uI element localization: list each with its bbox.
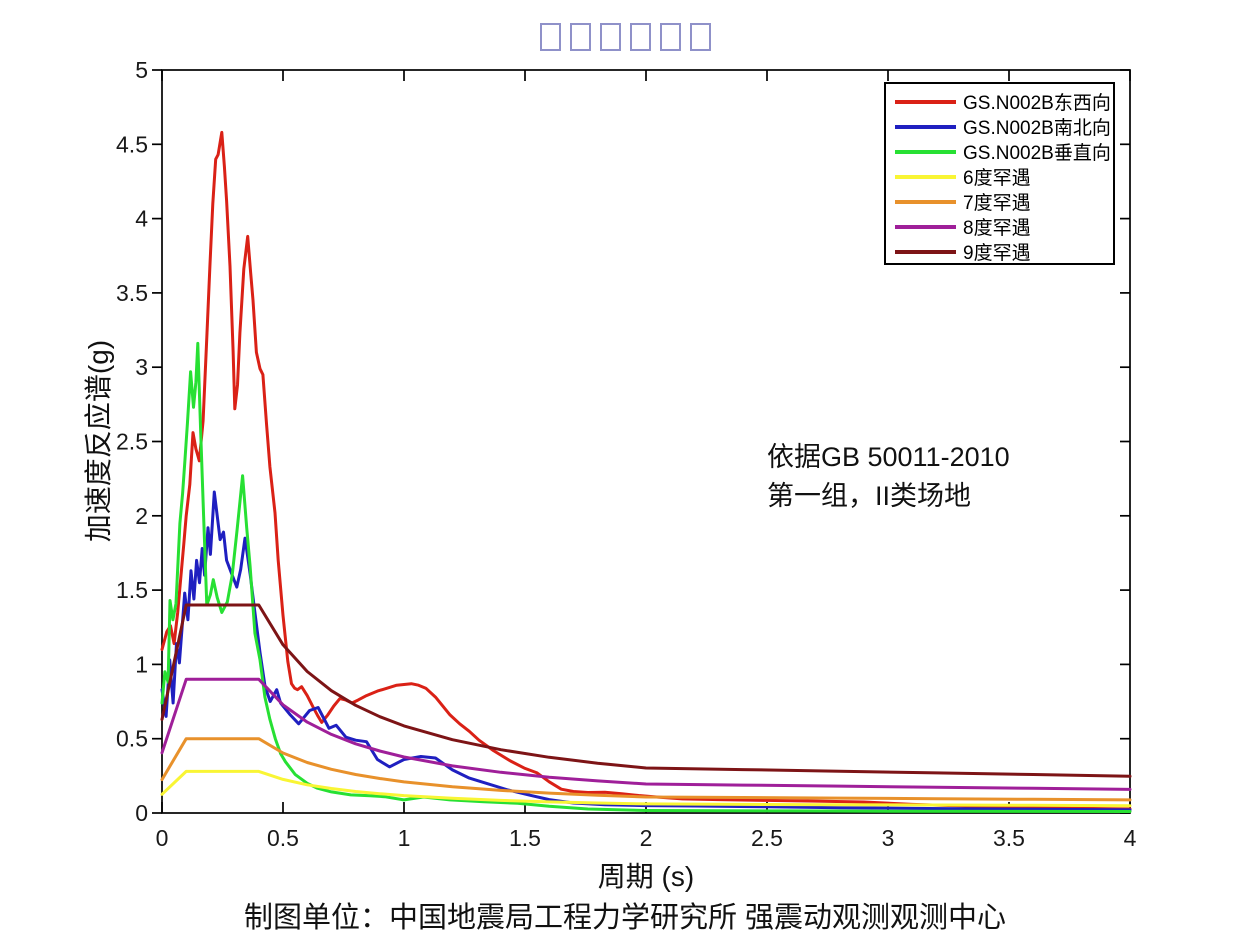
x-tick-label: 1 [398, 825, 411, 851]
x-axis-label: 周期 (s) [597, 861, 695, 892]
legend-line-sample [895, 249, 956, 254]
y-tick-label: 0.5 [116, 726, 148, 752]
annotation: 依据GB 50011-2010 第一组，II类场地 [767, 438, 1010, 516]
legend-item: GS.N002B东西向 [895, 89, 1113, 114]
chart-title-missing-glyphs [0, 23, 1250, 51]
legend-line-sample [895, 99, 956, 104]
legend-label: 9度罕遇 [963, 243, 1031, 264]
legend-label: 7度罕遇 [963, 193, 1031, 214]
legend-item: GS.N002B垂直向 [895, 139, 1113, 164]
legend-label: GS.N002B南北向 [963, 118, 1111, 139]
y-tick-label: 4 [135, 206, 148, 232]
legend-label: 8度罕遇 [963, 218, 1031, 239]
y-tick-label: 3 [135, 354, 148, 380]
missing-glyph-box [689, 23, 711, 51]
y-tick-label: 2.5 [116, 429, 148, 455]
legend-item: GS.N002B南北向 [895, 114, 1113, 139]
missing-glyph-box [569, 23, 591, 51]
legend: GS.N002B东西向 GS.N002B南北向 GS.N002B垂直向 6度罕遇 7度罕… [884, 82, 1115, 265]
x-tick-label: 1.5 [509, 825, 541, 851]
curve-rare-7deg [160, 737, 1132, 802]
x-tick-label: 0 [156, 825, 169, 851]
x-tick-label: 2.5 [751, 825, 783, 851]
annotation-line-2: 第一组，II类场地 [767, 481, 972, 511]
x-tick-label: 0.5 [267, 825, 299, 851]
curve-gsn002b-ns [160, 490, 1132, 812]
y-tick-label: 3.5 [116, 280, 148, 306]
legend-item: 8度罕遇 [895, 214, 1113, 239]
x-tick-label: 4 [1124, 825, 1137, 851]
legend-item: 7度罕遇 [895, 189, 1113, 214]
curve-gsn002b-ud [160, 341, 1132, 813]
legend-label: 6度罕遇 [963, 168, 1031, 189]
missing-glyph-box [599, 23, 621, 51]
legend-item: 9度罕遇 [895, 239, 1113, 264]
y-tick-label: 4.5 [116, 131, 148, 157]
legend-label: GS.N002B东西向 [963, 93, 1111, 114]
annotation-line-1: 依据GB 50011-2010 [767, 442, 1010, 472]
y-tick-label: 1 [135, 651, 148, 677]
y-tick-label: 0 [135, 800, 148, 826]
legend-label: GS.N002B垂直向 [963, 143, 1111, 164]
y-tick-label: 1.5 [116, 577, 148, 603]
legend-line-sample [895, 174, 956, 179]
missing-glyph-box [659, 23, 681, 51]
curve-rare-8deg [160, 677, 1132, 791]
legend-line-sample [895, 149, 956, 154]
missing-glyph-box [539, 23, 561, 51]
legend-line-sample [895, 124, 956, 129]
x-tick-label: 2 [640, 825, 653, 851]
curve-gsn002b-ew [160, 130, 1132, 811]
y-axis-label: 加速度反应谱(g) [83, 339, 114, 543]
y-tick-label: 5 [135, 57, 148, 83]
legend-line-sample [895, 199, 956, 204]
x-tick-label: 3.5 [993, 825, 1025, 851]
missing-glyph-box [629, 23, 651, 51]
y-tick-label: 2 [135, 503, 148, 529]
curve-rare-6deg [160, 769, 1132, 808]
curve-rare-9deg [160, 603, 1132, 778]
x-tick-label: 3 [882, 825, 895, 851]
legend-line-sample [895, 224, 956, 229]
legend-item: 6度罕遇 [895, 164, 1113, 189]
figure-caption: 制图单位：中国地震局工程力学研究所 强震动观测观测中心 [243, 902, 1007, 934]
